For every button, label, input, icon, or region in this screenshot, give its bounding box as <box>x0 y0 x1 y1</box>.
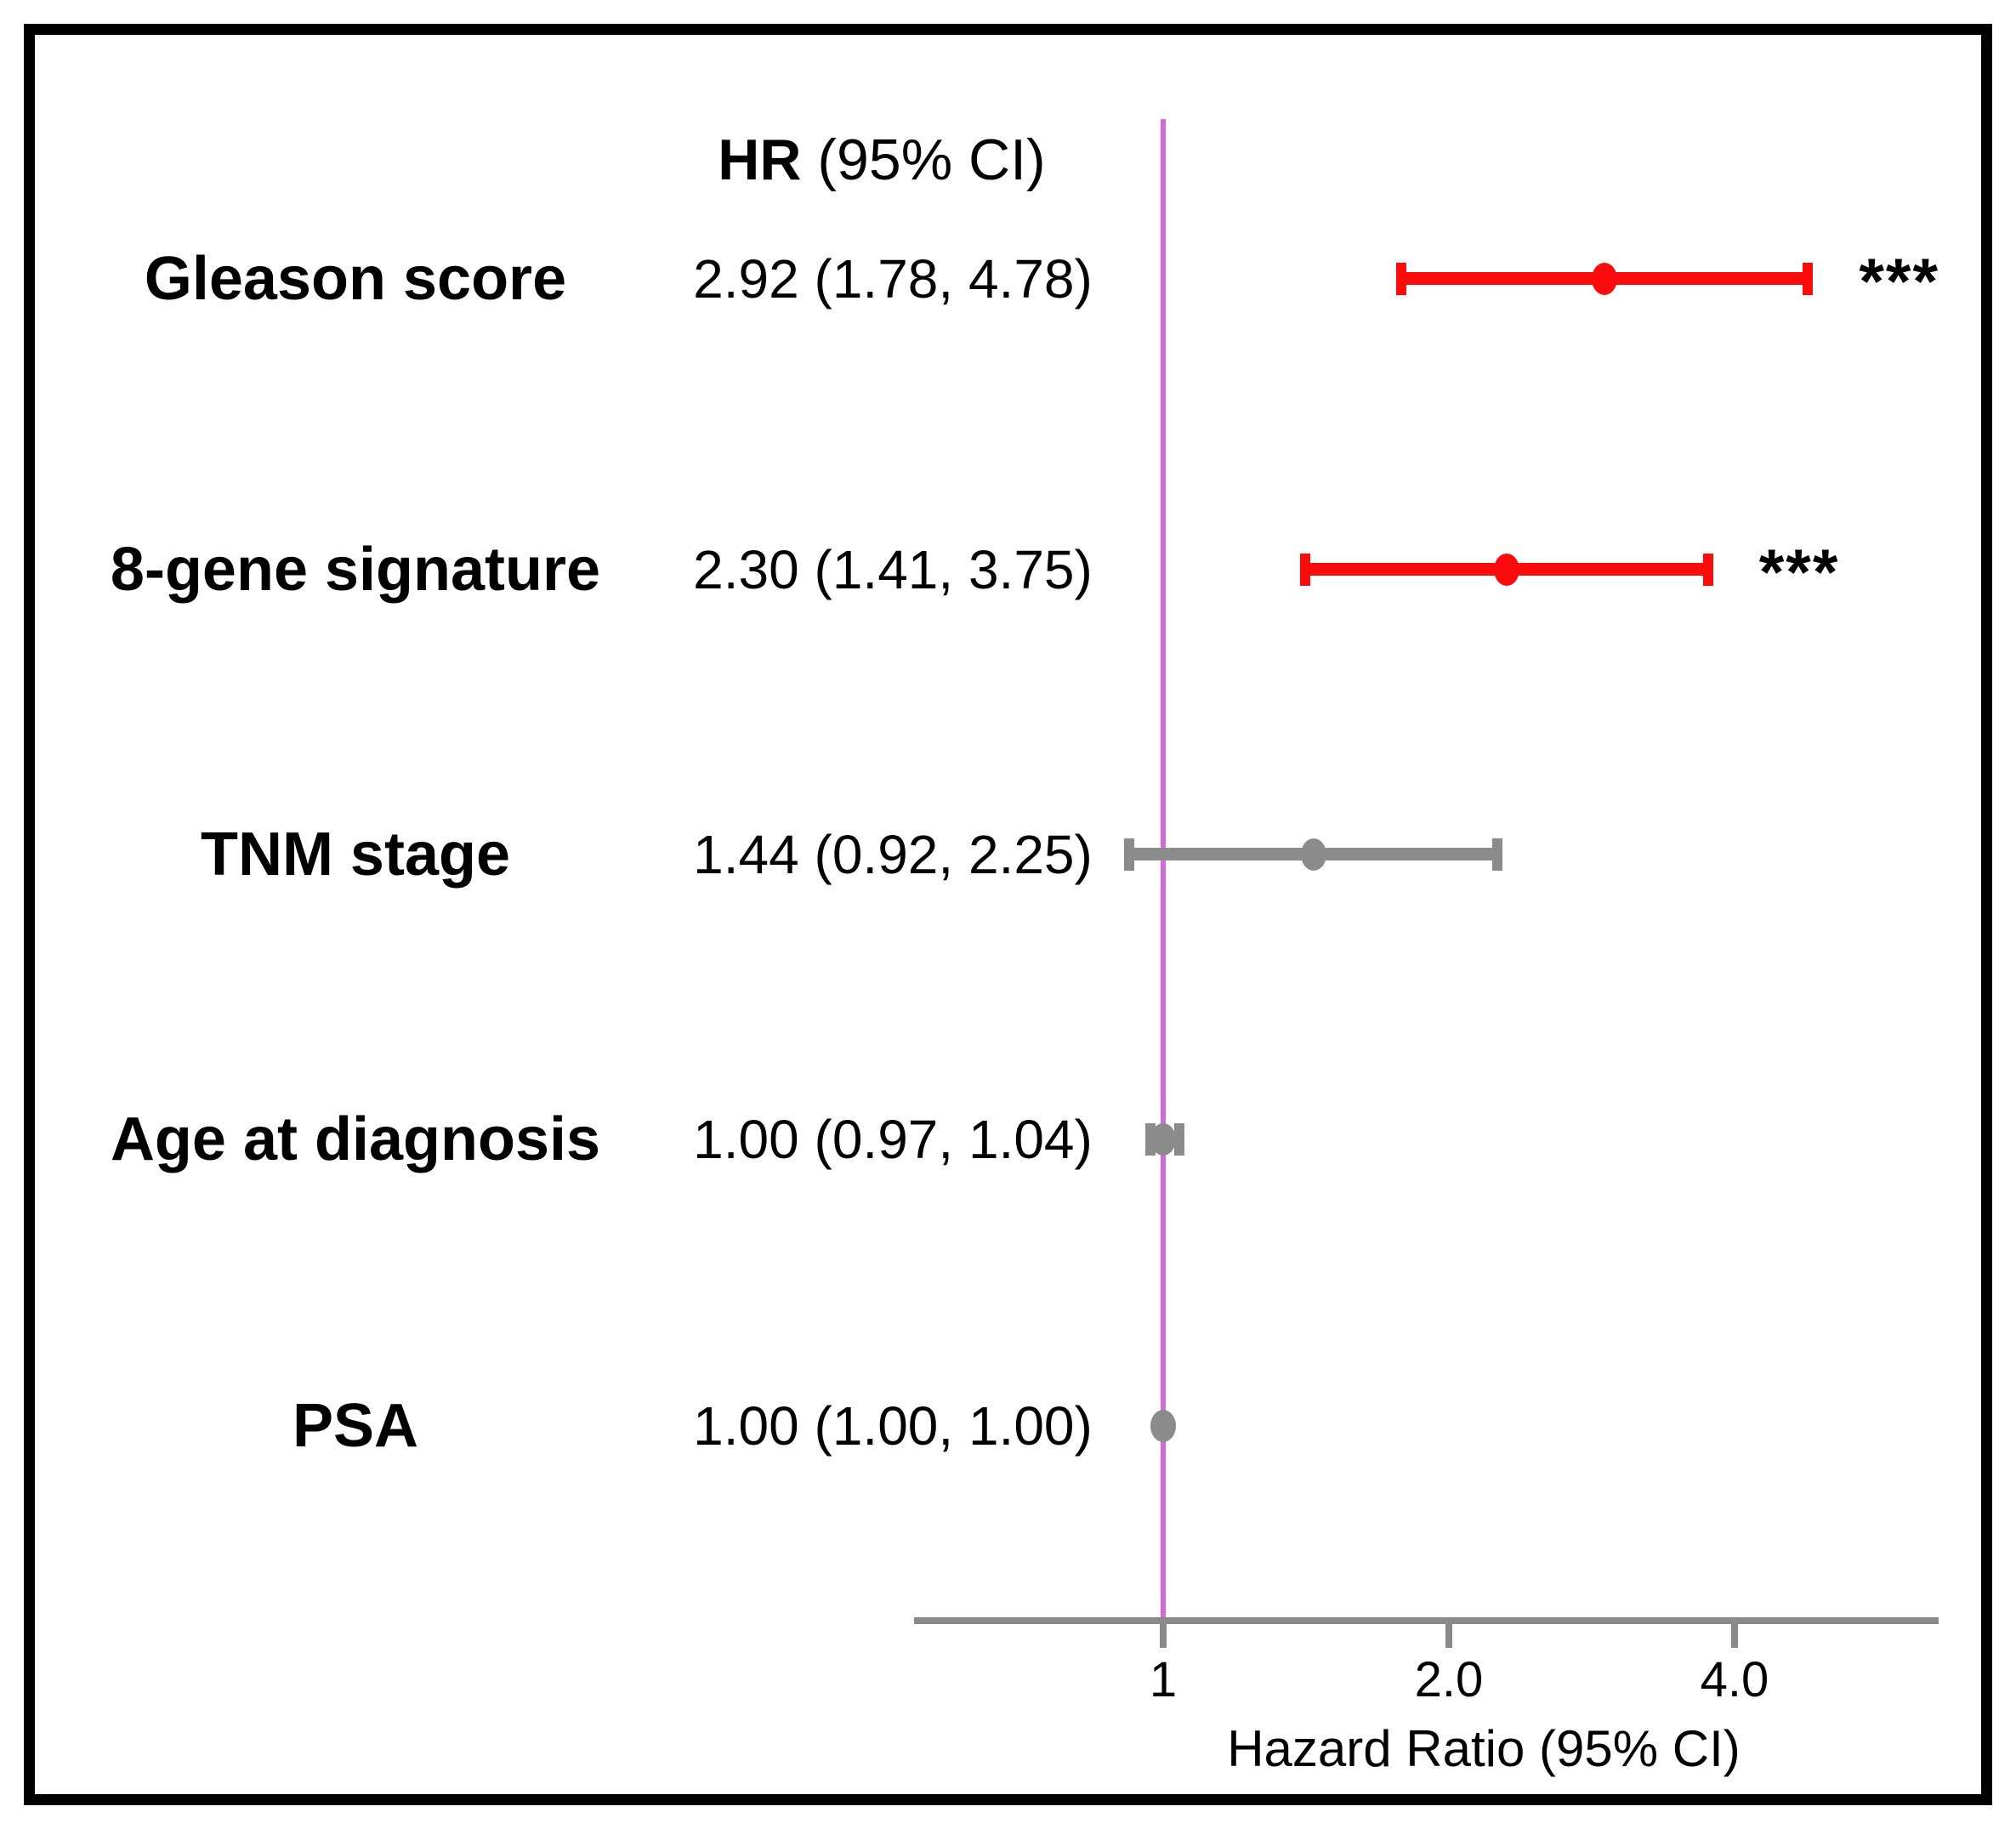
ci-cap-right <box>1174 1123 1184 1156</box>
hr-point <box>1493 554 1519 586</box>
x-axis-line <box>914 1617 1939 1624</box>
ci-cap-right <box>1492 838 1503 871</box>
header-hr-text: HR <box>718 128 802 192</box>
row-hr-value: 2.92 (1.78, 4.78) <box>693 248 1093 310</box>
row-label: TNM stage <box>200 821 511 889</box>
hr-point <box>1150 1123 1176 1156</box>
x-tick-label: 4.0 <box>1700 1652 1769 1707</box>
row-label: Age at diagnosis <box>110 1105 601 1173</box>
ci-cap-left <box>1123 838 1134 871</box>
header-ci-text: (95% CI) <box>801 128 1046 192</box>
significance-stars: *** <box>1859 246 1940 318</box>
x-tick <box>1160 1624 1167 1648</box>
ci-cap-left <box>1299 554 1310 586</box>
hr-point <box>1300 838 1326 871</box>
row-label: PSA <box>292 1392 419 1460</box>
x-axis-title: Hazard Ratio (95% CI) <box>1227 1720 1741 1777</box>
x-tick <box>1445 1624 1452 1648</box>
row-hr-value: 2.30 (1.41, 3.75) <box>693 539 1093 600</box>
figure-border <box>24 24 1992 1805</box>
x-tick <box>1731 1624 1738 1648</box>
x-tick-label: 1 <box>1149 1652 1178 1707</box>
ci-cap-left <box>1395 263 1406 295</box>
row-label: 8-gene signature <box>110 536 601 604</box>
ci-cap-right <box>1702 554 1713 586</box>
hr-point <box>1150 1410 1176 1442</box>
ci-cap-right <box>1803 263 1814 295</box>
row-hr-value: 1.00 (1.00, 1.00) <box>693 1395 1093 1457</box>
row-hr-value: 1.44 (0.92, 2.25) <box>693 824 1093 885</box>
row-label: Gleason score <box>144 245 567 313</box>
hr-point <box>1592 263 1618 295</box>
row-hr-value: 1.00 (0.97, 1.04) <box>693 1109 1093 1170</box>
column-header-hr-ci: HR (95% CI) <box>627 126 1137 194</box>
significance-stars: *** <box>1758 537 1840 609</box>
reference-line-hr1 <box>1161 119 1166 1617</box>
x-tick-label: 2.0 <box>1414 1652 1484 1707</box>
